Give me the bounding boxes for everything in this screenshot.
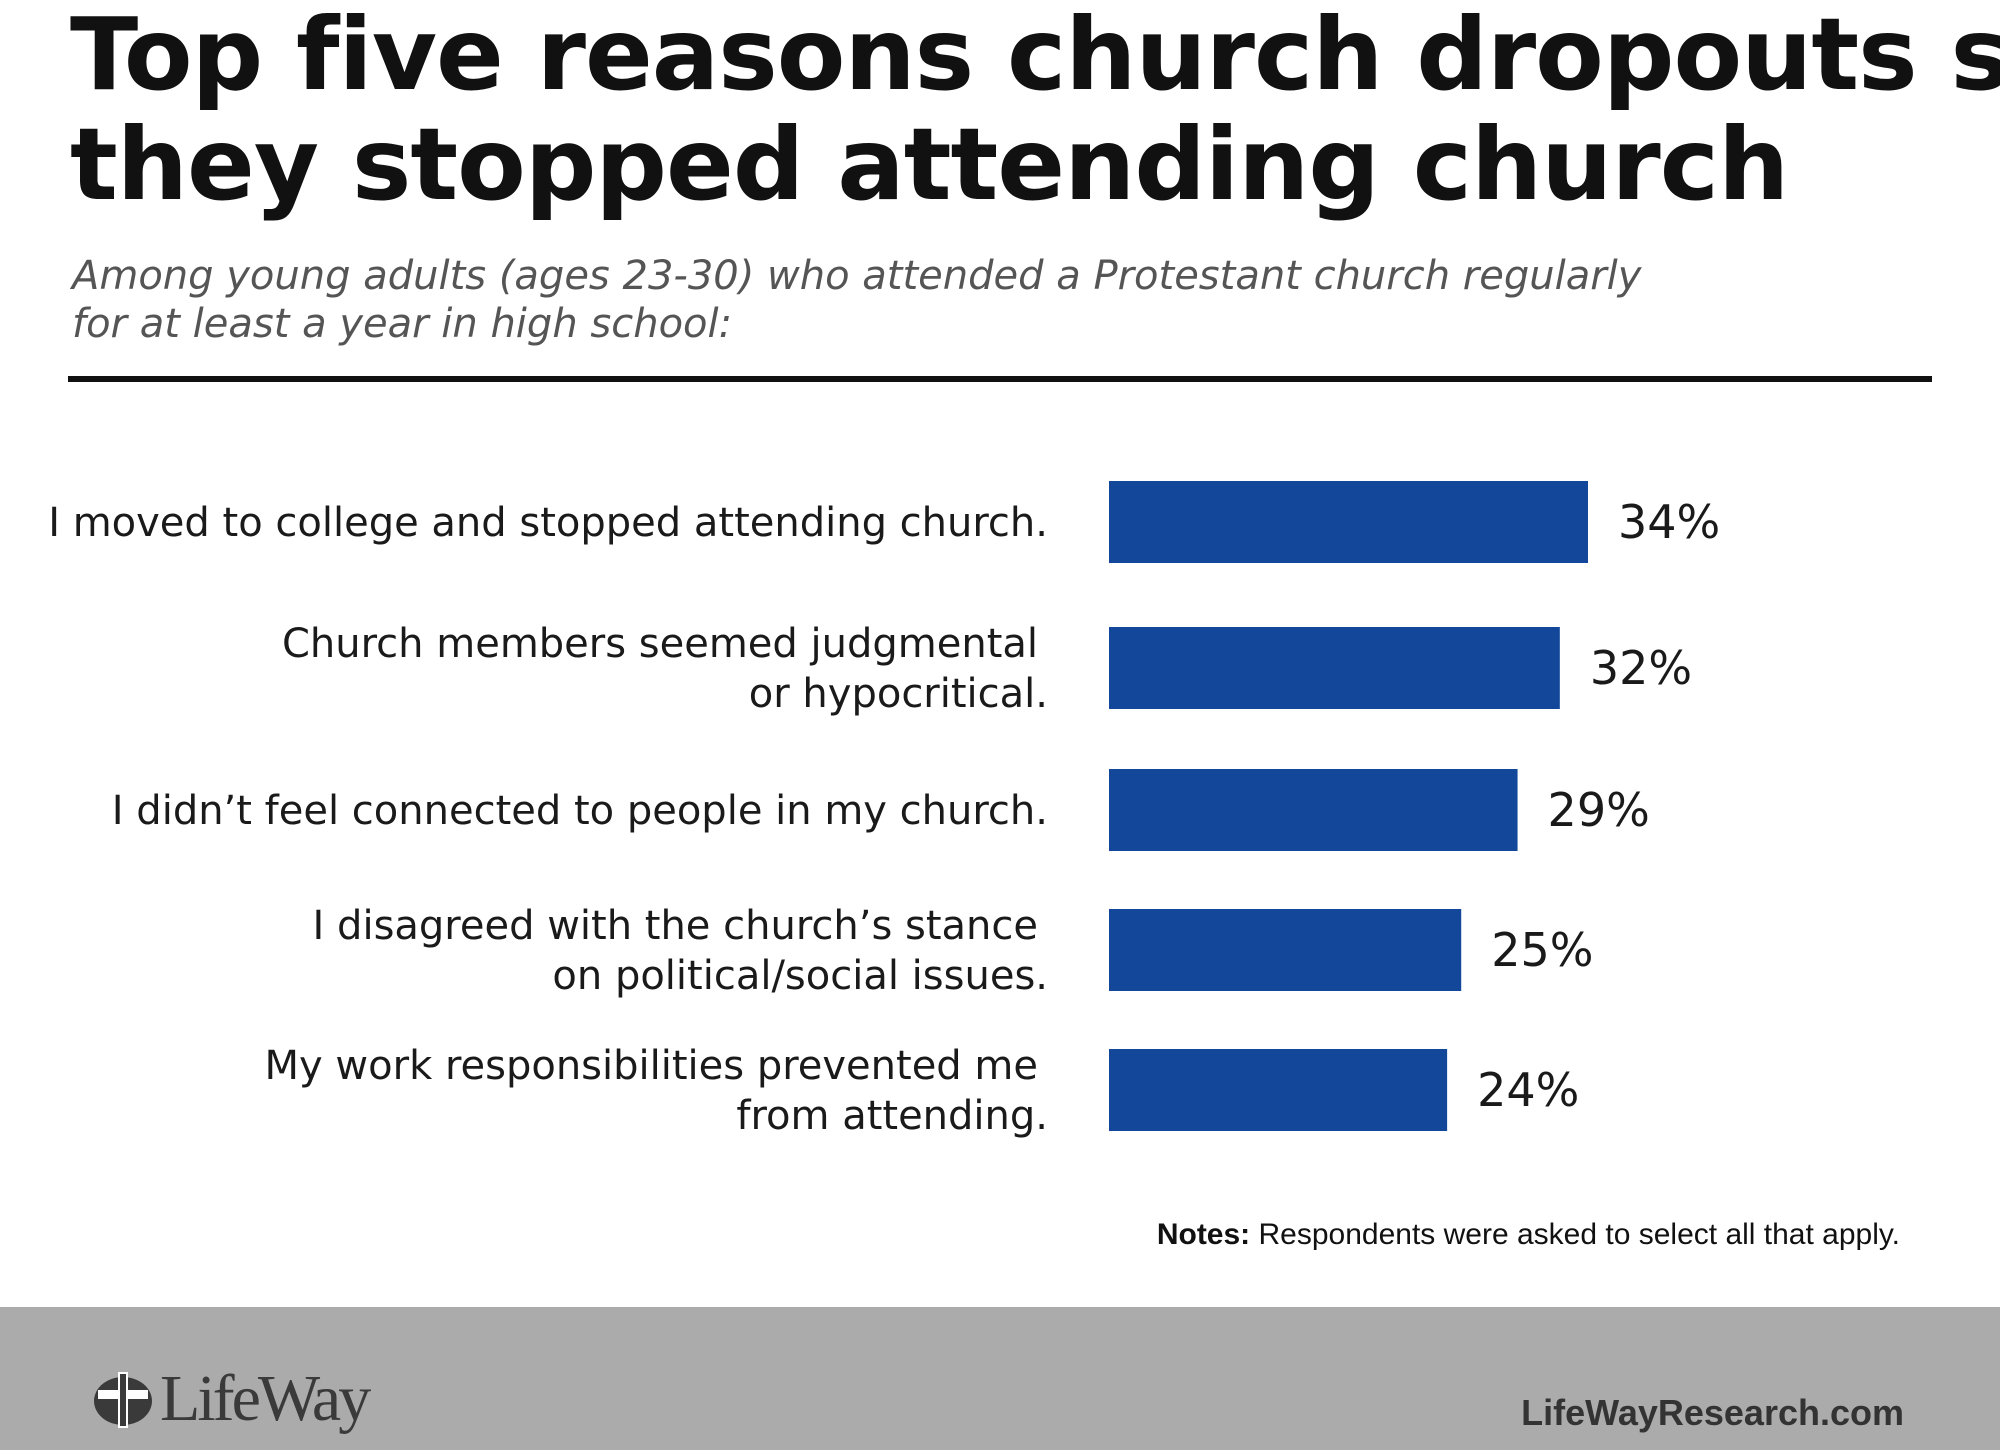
category-label-5: My work responsibilities prevented me fro… xyxy=(265,1043,1048,1139)
bar-2 xyxy=(1109,627,1560,709)
title-divider xyxy=(68,376,1932,382)
lifeway-logo-text: LifeWay xyxy=(160,1362,371,1435)
category-label-2: Church members seemed judgmental or hypoc… xyxy=(282,621,1048,717)
title-line-2: they stopped attending church xyxy=(70,106,1789,223)
category-label-3: I didn’t feel connected to people in my … xyxy=(112,788,1048,834)
category-label-1: I moved to college and stopped attending… xyxy=(48,500,1048,546)
category-label-5-line-2: from attending. xyxy=(736,1093,1048,1139)
value-label-1: 34% xyxy=(1618,495,1720,549)
bar-4 xyxy=(1109,909,1462,991)
notes: Notes: Respondents were asked to select … xyxy=(1157,1218,1900,1252)
category-label-5-line-1: My work responsibilities prevented me xyxy=(265,1043,1038,1089)
category-label-3-line-1: I didn’t feel connected to people in my … xyxy=(112,788,1048,834)
notes-text: Respondents were asked to select all tha… xyxy=(1250,1218,1901,1251)
category-label-2-line-2: or hypocritical. xyxy=(749,671,1048,717)
bars-layer: 34% I moved to college and stopped attend… xyxy=(48,481,1720,1139)
value-label-5: 24% xyxy=(1477,1063,1579,1117)
website-link[interactable]: LifeWayResearch.com xyxy=(1521,1392,1904,1433)
subtitle-line-1: Among young adults (ages 23-30) who atte… xyxy=(72,253,1642,299)
bar-3 xyxy=(1109,769,1518,851)
lifeway-logo: LifeWay xyxy=(92,1362,371,1435)
category-label-4: I disagreed with the church’s stance on p… xyxy=(313,903,1048,999)
category-label-1-line-1: I moved to college and stopped attending… xyxy=(48,500,1048,546)
lifeway-cross-icon xyxy=(94,1372,152,1428)
value-label-2: 32% xyxy=(1590,641,1692,695)
value-label-3: 29% xyxy=(1548,783,1650,837)
category-label-2-line-1: Church members seemed judgmental xyxy=(282,621,1038,667)
bar-1 xyxy=(1109,481,1588,563)
subtitle-line-2: for at least a year in high school: xyxy=(72,301,733,347)
page-title: Top five reasons church dropouts say the… xyxy=(70,0,2000,223)
title-line-1: Top five reasons church dropouts say xyxy=(70,0,2000,113)
subtitle: Among young adults (ages 23-30) who atte… xyxy=(72,252,1772,348)
notes-label: Notes: xyxy=(1156,1218,1251,1251)
bar-5 xyxy=(1109,1049,1448,1131)
category-label-4-line-2: on political/social issues. xyxy=(552,953,1048,999)
footer-band xyxy=(0,1307,2000,1450)
category-label-4-line-1: I disagreed with the church’s stance xyxy=(313,903,1038,949)
value-label-4: 25% xyxy=(1491,923,1593,977)
